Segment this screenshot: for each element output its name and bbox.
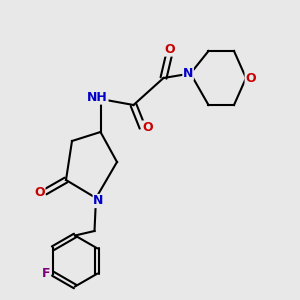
Text: O: O bbox=[164, 43, 175, 56]
Text: O: O bbox=[245, 71, 256, 85]
Text: N: N bbox=[183, 67, 193, 80]
Text: N: N bbox=[93, 194, 103, 208]
Text: NH: NH bbox=[87, 91, 108, 104]
Text: O: O bbox=[34, 185, 45, 199]
Text: F: F bbox=[42, 267, 51, 280]
Text: O: O bbox=[142, 121, 153, 134]
